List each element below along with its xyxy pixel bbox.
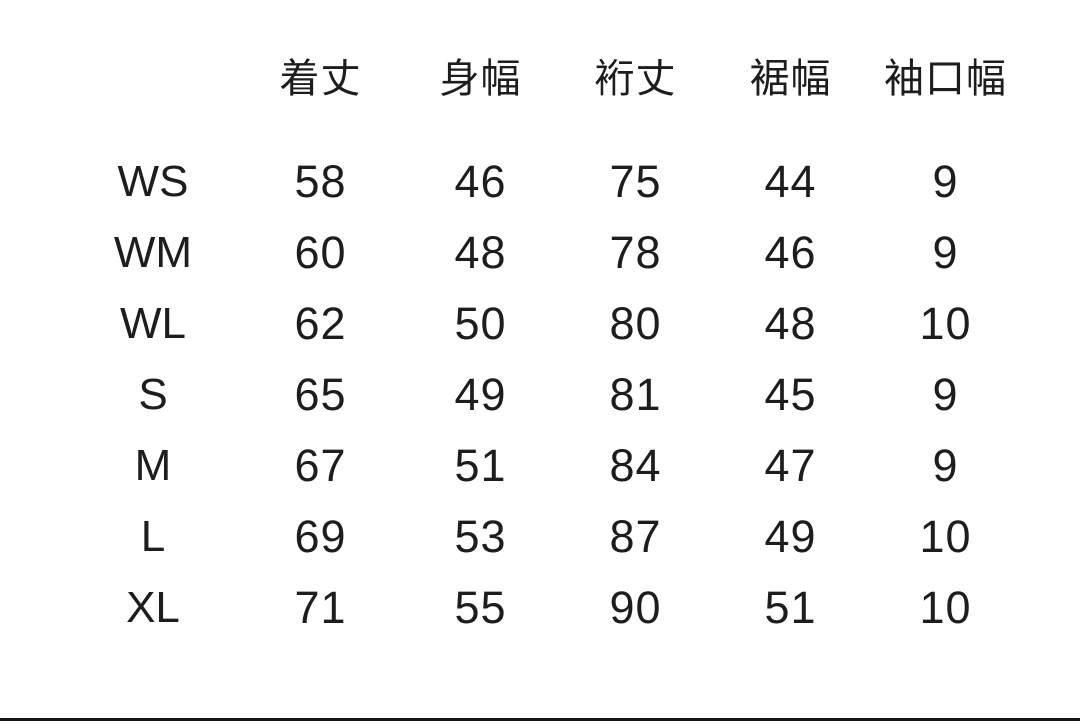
row-label-m: M [134,440,172,490]
header-spacer [78,48,228,102]
size-chart-table: 着丈 身幅 裄丈 裾幅 袖口幅 WS 58 46 75 44 9 WM 60 4… [78,0,1033,643]
value-cell: 51 [454,439,507,491]
value-cell: 69 [294,510,347,562]
value-cell: 60 [294,226,347,278]
value-cell: 48 [764,297,817,349]
value-cell: 67 [294,439,347,491]
value-cell: 49 [764,510,817,562]
col-header-sleeve-length: 裄丈 [594,57,677,101]
row-label-wm: WM [113,227,193,277]
value-cell: 9 [932,226,959,278]
row-label-xl: XL [126,582,180,632]
col-header-body-width: 身幅 [439,57,522,101]
table-row-wl: WL 62 50 80 48 10 [78,288,1033,359]
value-cell: 10 [919,510,972,562]
value-cell: 45 [764,368,817,420]
value-cell: 48 [454,226,507,278]
value-cell: 46 [764,226,817,278]
bottom-divider [0,718,1080,721]
value-cell: 62 [294,297,347,349]
value-cell: 58 [294,155,347,207]
row-label-wl: WL [120,298,186,348]
table-row-wm: WM 60 48 78 46 9 [78,217,1033,288]
value-cell: 81 [609,368,662,420]
value-cell: 51 [764,581,817,633]
value-cell: 49 [454,368,507,420]
value-cell: 90 [609,581,662,633]
value-cell: 65 [294,368,347,420]
value-cell: 80 [609,297,662,349]
value-cell: 78 [609,226,662,278]
table-row-l: L 69 53 87 49 10 [78,501,1033,572]
value-cell: 50 [454,297,507,349]
value-cell: 53 [454,510,507,562]
value-cell: 84 [609,439,662,491]
row-label-s: S [138,369,168,419]
value-cell: 47 [764,439,817,491]
value-cell: 46 [454,155,507,207]
table-row-xl: XL 71 55 90 51 10 [78,572,1033,643]
value-cell: 10 [919,581,972,633]
value-cell: 10 [919,297,972,349]
col-header-hem-width: 裾幅 [749,57,832,101]
table-row-s: S 65 49 81 45 9 [78,359,1033,430]
value-cell: 55 [454,581,507,633]
table-row-ws: WS 58 46 75 44 9 [78,146,1033,217]
value-cell: 44 [764,155,817,207]
value-cell: 87 [609,510,662,562]
col-header-body-length: 着丈 [279,57,362,101]
header-row: 着丈 身幅 裄丈 裾幅 袖口幅 [78,48,1033,102]
value-cell: 75 [609,155,662,207]
value-cell: 9 [932,155,959,207]
value-cell: 9 [932,439,959,491]
value-cell: 71 [294,581,347,633]
row-label-l: L [140,511,166,561]
table-row-m: M 67 51 84 47 9 [78,430,1033,501]
row-label-ws: WS [117,156,189,206]
col-header-cuff-width: 袖口幅 [884,57,1007,101]
value-cell: 9 [932,368,959,420]
